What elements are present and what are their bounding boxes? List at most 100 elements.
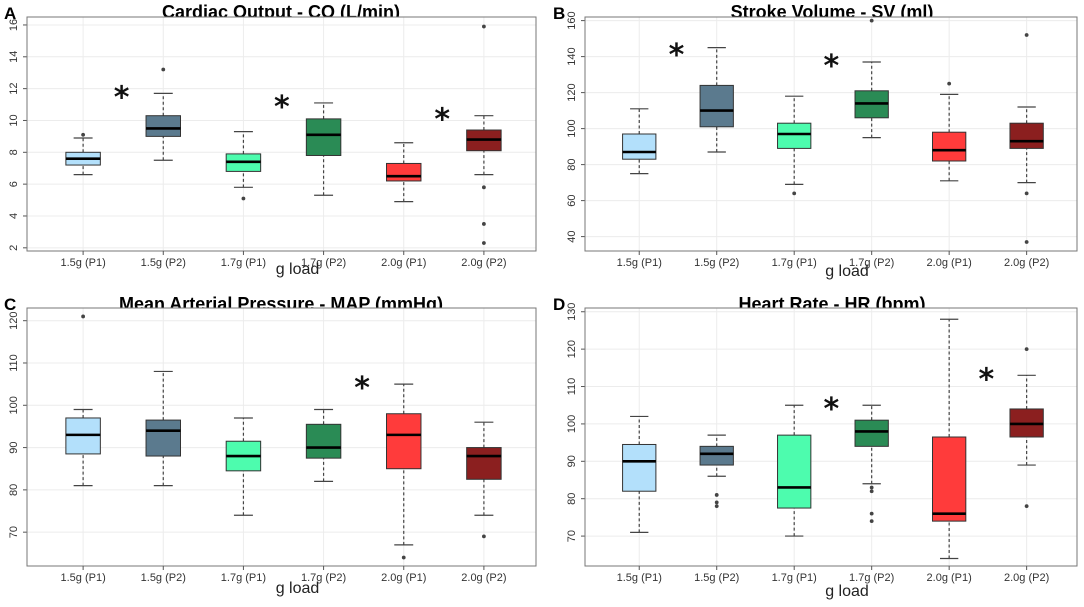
x-tick-label: 1.7g (P1): [221, 257, 266, 269]
x-tick-label: 1.5g (P2): [694, 257, 739, 269]
plot-border: [584, 307, 1078, 567]
panel-letter: D: [553, 295, 565, 314]
box-1-7g-p1-: [225, 417, 262, 516]
x-tick-label: 1.7g (P1): [772, 257, 817, 269]
box-1-5g-p2-: [145, 67, 182, 161]
box-iqr: [699, 445, 734, 466]
significance-star: *: [978, 362, 994, 397]
outlier-point: [481, 185, 486, 190]
outlier-point: [1024, 347, 1029, 352]
y-tick-label: 100: [566, 415, 578, 433]
x-tick-label: 2.0g (P2): [1004, 257, 1049, 269]
outlier-point: [869, 485, 874, 490]
plot-area: [585, 17, 1077, 251]
outlier-point: [1024, 191, 1029, 196]
plot-area: [585, 308, 1077, 566]
box-iqr: [386, 162, 422, 182]
outlier-point: [792, 191, 797, 196]
significance-star: *: [824, 392, 840, 427]
outlier-point: [947, 81, 952, 86]
outlier-point: [869, 519, 874, 524]
plot-border: [26, 16, 537, 252]
significance-star: *: [274, 90, 290, 125]
y-tick-label: 130: [566, 303, 578, 321]
box-1-5g-p1-: [65, 314, 101, 487]
outlier-point: [869, 18, 874, 23]
panel-letter: A: [4, 4, 16, 23]
outlier-point: [481, 24, 486, 29]
panel-c: C Mean Arterial Pressure - MAP (mmHg)7080…: [4, 294, 537, 597]
box-2-0g-p1-: [931, 81, 967, 182]
box-2-0g-p2-: [1009, 347, 1044, 509]
x-axis-label: g load: [276, 261, 320, 278]
outlier-point: [81, 132, 86, 137]
y-tick-label: 4: [8, 213, 20, 219]
x-tick-label: 1.7g (P2): [301, 257, 346, 269]
panel-letter: B: [553, 4, 565, 23]
outlier-point: [1024, 240, 1029, 244]
box-2-0g-p1-: [386, 142, 422, 203]
y-tick-label: 80: [566, 158, 578, 170]
y-tick-label: 120: [8, 312, 20, 330]
box-1-7g-p2-: [305, 102, 342, 196]
significance-star: *: [434, 103, 450, 138]
x-axis-label: g load: [825, 263, 869, 280]
significance-star: *: [354, 371, 370, 406]
significance-star: *: [114, 80, 130, 115]
box-iqr: [931, 131, 967, 162]
x-tick-label: 1.5g (P1): [60, 257, 105, 269]
x-tick-label: 1.5g (P1): [60, 572, 105, 584]
box-2-0g-p1-: [931, 318, 967, 560]
y-tick-label: 110: [566, 378, 578, 396]
outlier-point: [714, 500, 719, 505]
y-tick-label: 80: [566, 493, 578, 505]
outlier-point: [481, 534, 486, 539]
plot-area: [27, 308, 536, 566]
plot-border: [26, 307, 537, 567]
plot-border: [584, 16, 1078, 252]
box-1-5g-p1-: [622, 415, 657, 533]
x-tick-label: 2.0g (P1): [381, 257, 426, 269]
box-iqr: [145, 419, 182, 457]
x-tick-label: 1.5g (P2): [141, 572, 186, 584]
y-tick-label: 12: [8, 83, 20, 95]
box-1-5g-p2-: [145, 370, 182, 487]
x-tick-label: 1.7g (P2): [849, 572, 894, 584]
box-1-7g-p1-: [777, 404, 812, 537]
outlier-point: [241, 196, 246, 201]
outlier-point: [869, 489, 874, 494]
box-1-5g-p2-: [699, 46, 734, 153]
x-tick-label: 2.0g (P1): [381, 572, 426, 584]
x-tick-label: 1.5g (P2): [694, 572, 739, 584]
x-tick-label: 2.0g (P1): [927, 572, 972, 584]
significance-star: *: [824, 49, 840, 84]
y-tick-label: 120: [566, 83, 578, 101]
outlier-point: [714, 504, 719, 509]
x-tick-label: 1.5g (P2): [141, 257, 186, 269]
y-tick-label: 6: [8, 181, 20, 187]
box-iqr: [622, 443, 657, 492]
x-axis-label: g load: [276, 580, 320, 597]
significance-star: *: [669, 38, 685, 73]
plot-area: [27, 17, 536, 251]
box-iqr: [386, 413, 422, 470]
box-2-0g-p1-: [386, 383, 422, 560]
x-tick-label: 1.7g (P1): [772, 572, 817, 584]
x-tick-label: 2.0g (P1): [927, 257, 972, 269]
y-tick-label: 110: [8, 354, 20, 372]
box-1-5g-p1-: [622, 108, 657, 175]
y-tick-label: 10: [8, 114, 20, 126]
box-1-5g-p2-: [699, 434, 734, 509]
box-iqr: [1009, 122, 1044, 149]
outlier-point: [1024, 33, 1029, 37]
outlier-point: [481, 222, 486, 226]
y-tick-label: 70: [8, 526, 20, 538]
outlier-point: [161, 67, 166, 72]
panel-a: A Cardiac Output - CO (L/min)246810121416…: [4, 2, 537, 278]
y-tick-label: 80: [8, 484, 20, 496]
x-tick-label: 1.7g (P2): [301, 572, 346, 584]
outlier-point: [869, 511, 874, 516]
outlier-point: [401, 555, 406, 560]
y-tick-label: 120: [566, 340, 578, 358]
